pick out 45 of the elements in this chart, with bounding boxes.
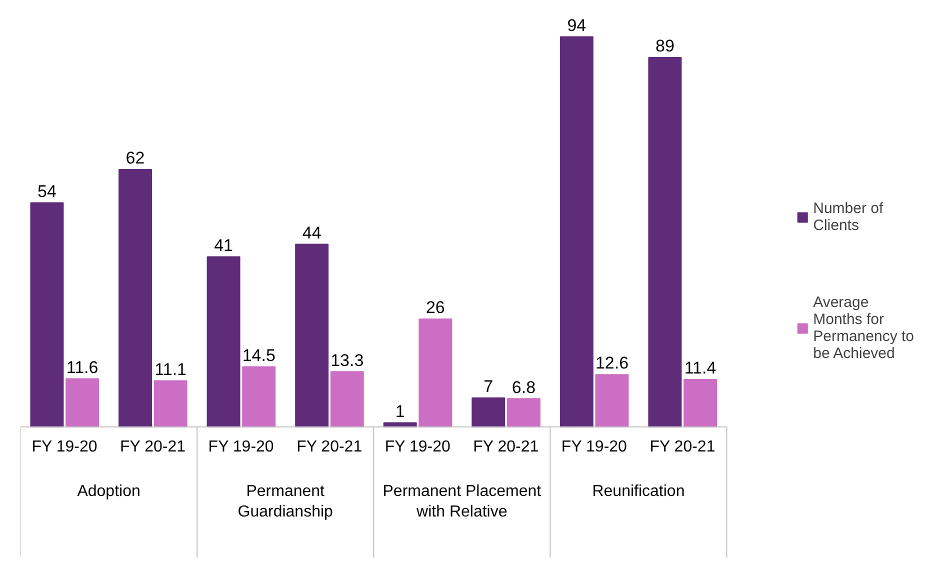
- x-tick-label: FY 20-21: [473, 438, 539, 456]
- x-tick-label: FY 20-21: [296, 438, 362, 456]
- x-tick-label: FY 19-20: [384, 438, 450, 456]
- bar: [472, 397, 506, 428]
- data-label: 44: [302, 223, 322, 242]
- bar: [595, 374, 629, 428]
- data-label: 7: [484, 376, 494, 396]
- data-label: 6.8: [512, 378, 536, 397]
- data-label: 41: [214, 236, 234, 255]
- data-label: 1: [395, 402, 405, 421]
- text: Adoption: [77, 483, 140, 500]
- data-label: 12.6: [595, 354, 629, 373]
- bar: [118, 169, 152, 428]
- data-label: 26: [426, 298, 445, 318]
- data-label: 89: [656, 36, 674, 56]
- text: Reunification: [592, 483, 685, 500]
- bar: [206, 256, 240, 428]
- x-tick-label: FY 19-20: [561, 438, 628, 456]
- bar: [154, 380, 188, 428]
- bar: [242, 366, 276, 428]
- legend-label: Average Months for Permanency to be Achieved: [813, 294, 914, 362]
- data-label: 11.6: [66, 358, 98, 377]
- legend-label: Number of Clients: [813, 200, 884, 234]
- x-tick-label: FY 19-20: [208, 438, 274, 456]
- data-label: 11.1: [154, 360, 186, 379]
- text: Permanent Placement with Relative: [382, 483, 542, 520]
- bar: [66, 378, 100, 428]
- data-label: 94: [567, 16, 586, 35]
- x-tick-label: FY 19-20: [32, 438, 98, 456]
- text: Permanent Guardianship: [238, 483, 334, 520]
- bar: [648, 56, 682, 428]
- bar: [506, 398, 540, 428]
- x-tick-label: FY 20-21: [120, 438, 186, 456]
- bar: [330, 371, 364, 428]
- data-label: 62: [126, 148, 145, 168]
- bar: [684, 379, 718, 428]
- bar: [30, 202, 64, 428]
- data-label: 54: [38, 182, 56, 201]
- data-label: 13.3: [330, 350, 364, 370]
- data-label: 14.5: [242, 346, 276, 365]
- bar: [295, 244, 329, 428]
- data-label: 11.4: [684, 358, 716, 378]
- x-tick-label: FY 20-21: [650, 438, 716, 456]
- bar: [418, 318, 452, 428]
- bar: [560, 36, 594, 428]
